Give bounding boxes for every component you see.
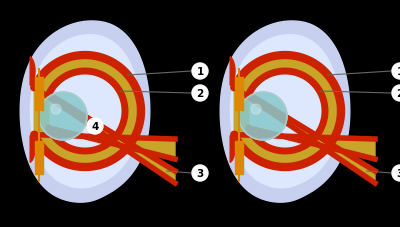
FancyBboxPatch shape	[35, 91, 43, 96]
FancyBboxPatch shape	[235, 82, 243, 87]
FancyBboxPatch shape	[235, 96, 243, 101]
FancyBboxPatch shape	[35, 105, 43, 110]
FancyBboxPatch shape	[235, 100, 243, 105]
Circle shape	[192, 86, 208, 101]
Circle shape	[39, 93, 87, 140]
Circle shape	[239, 93, 287, 140]
FancyBboxPatch shape	[35, 82, 43, 87]
FancyBboxPatch shape	[235, 91, 243, 96]
Text: 1: 1	[396, 67, 400, 77]
Text: 3: 3	[396, 168, 400, 178]
Circle shape	[392, 86, 400, 101]
FancyBboxPatch shape	[35, 86, 43, 91]
FancyBboxPatch shape	[35, 100, 43, 105]
FancyBboxPatch shape	[235, 77, 243, 82]
Circle shape	[192, 165, 208, 181]
FancyBboxPatch shape	[35, 169, 43, 174]
FancyBboxPatch shape	[235, 155, 243, 160]
Polygon shape	[34, 88, 49, 135]
FancyBboxPatch shape	[235, 169, 243, 174]
Polygon shape	[34, 56, 141, 167]
Text: 1: 1	[196, 67, 204, 77]
Polygon shape	[34, 88, 175, 183]
Circle shape	[51, 105, 61, 114]
Polygon shape	[230, 36, 340, 188]
FancyBboxPatch shape	[35, 164, 43, 169]
FancyBboxPatch shape	[235, 146, 243, 151]
Polygon shape	[230, 57, 235, 86]
FancyBboxPatch shape	[235, 105, 243, 110]
Circle shape	[392, 165, 400, 181]
Text: 2: 2	[396, 89, 400, 99]
Polygon shape	[230, 136, 235, 163]
Polygon shape	[20, 22, 150, 202]
FancyBboxPatch shape	[35, 96, 43, 101]
FancyBboxPatch shape	[35, 77, 43, 82]
FancyBboxPatch shape	[235, 164, 243, 169]
FancyBboxPatch shape	[35, 141, 43, 146]
Polygon shape	[220, 22, 350, 202]
FancyBboxPatch shape	[35, 159, 43, 164]
Polygon shape	[30, 57, 35, 86]
Text: 2: 2	[196, 89, 204, 99]
Polygon shape	[234, 56, 341, 167]
Circle shape	[251, 105, 261, 114]
Polygon shape	[30, 36, 140, 188]
Polygon shape	[234, 88, 375, 183]
FancyBboxPatch shape	[235, 159, 243, 164]
Circle shape	[392, 64, 400, 80]
Circle shape	[192, 64, 208, 80]
FancyBboxPatch shape	[35, 150, 43, 155]
Polygon shape	[30, 136, 35, 163]
Polygon shape	[234, 128, 375, 159]
FancyBboxPatch shape	[235, 86, 243, 91]
FancyBboxPatch shape	[35, 146, 43, 151]
FancyBboxPatch shape	[235, 150, 243, 155]
Text: 4: 4	[91, 121, 99, 131]
Circle shape	[87, 118, 103, 134]
Polygon shape	[34, 128, 175, 159]
Text: 3: 3	[196, 168, 204, 178]
Polygon shape	[234, 88, 249, 135]
FancyBboxPatch shape	[235, 141, 243, 146]
FancyBboxPatch shape	[35, 155, 43, 160]
